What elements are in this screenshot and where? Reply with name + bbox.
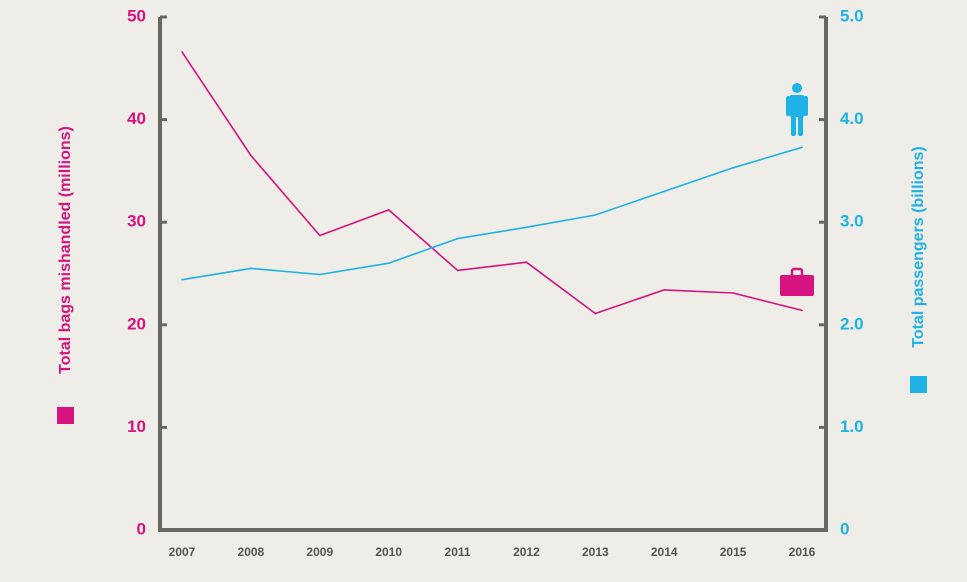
left-axis-title: Total bags mishandled (millions) bbox=[57, 126, 74, 374]
left-tick-label: 30 bbox=[127, 212, 146, 231]
x-tick-label: 2007 bbox=[169, 545, 196, 559]
bags-data-point bbox=[181, 51, 183, 53]
bags-series-line bbox=[181, 51, 803, 315]
person-icon-left-arm bbox=[786, 96, 790, 116]
right-tick-label: 0 bbox=[840, 519, 849, 538]
passengers-data-point bbox=[801, 146, 803, 149]
left-tick-label: 40 bbox=[127, 109, 146, 128]
person-icon-right-leg bbox=[798, 114, 803, 136]
bags-data-point bbox=[318, 234, 321, 237]
passengers-series-line bbox=[181, 146, 803, 281]
passengers-data-point bbox=[181, 278, 183, 281]
right-axis-title: Total passengers (billions) bbox=[910, 146, 927, 348]
x-tick-label: 2016 bbox=[789, 545, 816, 559]
person-icon-head bbox=[792, 83, 802, 93]
chart-axes bbox=[158, 15, 828, 532]
suitcase-icon bbox=[780, 267, 814, 296]
person-icon-torso bbox=[789, 95, 805, 117]
axis-titles: Total bags mishandled (millions) Total pa… bbox=[57, 126, 927, 424]
bags-data-point bbox=[594, 312, 597, 315]
right-tick-label: 4.0 bbox=[840, 109, 864, 128]
bags-data-point bbox=[801, 309, 803, 312]
x-tick-label: 2010 bbox=[375, 545, 402, 559]
passengers-data-point bbox=[525, 226, 528, 229]
x-tick-label: 2013 bbox=[582, 545, 609, 559]
passengers-data-point bbox=[250, 267, 252, 270]
passengers-legend-square bbox=[910, 376, 927, 393]
passengers-data-point bbox=[318, 273, 321, 276]
passengers-data-point bbox=[594, 214, 597, 216]
bags-data-point bbox=[663, 289, 666, 291]
x-tick-label: 2011 bbox=[445, 545, 471, 559]
bags-data-point bbox=[525, 261, 528, 264]
x-tick-label: 2014 bbox=[651, 545, 678, 559]
bags-data-point bbox=[387, 209, 390, 211]
tick-labels: 0 10 20 30 40 50 0 1.0 2.0 3.0 4.0 5.0 2007 2008 2009 2… bbox=[127, 6, 864, 559]
right-tick-label: 1.0 bbox=[840, 417, 864, 436]
bags-data-point bbox=[732, 292, 734, 294]
right-tick-label: 2.0 bbox=[840, 314, 864, 333]
bags-data-point bbox=[456, 269, 459, 272]
passengers-data-point bbox=[456, 237, 459, 240]
bags-data-point bbox=[250, 154, 252, 157]
passengers-data-point bbox=[663, 190, 666, 193]
bags-legend-square bbox=[57, 407, 74, 424]
left-tick-label: 20 bbox=[127, 314, 146, 333]
left-tick-label: 10 bbox=[127, 417, 146, 436]
x-tick-label: 2008 bbox=[238, 545, 265, 559]
suitcase-icon-body bbox=[780, 275, 814, 296]
passengers-data-point bbox=[387, 262, 390, 265]
x-tick-label: 2009 bbox=[306, 545, 333, 559]
right-tick-label: 5.0 bbox=[840, 6, 864, 25]
x-tick-label: 2012 bbox=[513, 545, 540, 559]
person-icon-left-leg bbox=[791, 114, 796, 136]
right-tick-label: 3.0 bbox=[840, 212, 864, 231]
passengers-data-point bbox=[732, 167, 734, 169]
series-lines bbox=[181, 51, 803, 315]
person-icon-right-arm bbox=[804, 96, 808, 116]
person-icon bbox=[786, 83, 808, 136]
series-icons bbox=[780, 83, 814, 296]
x-tick-label: 2015 bbox=[720, 545, 747, 559]
left-tick-label: 50 bbox=[127, 6, 146, 25]
left-tick-label: 0 bbox=[137, 519, 146, 538]
